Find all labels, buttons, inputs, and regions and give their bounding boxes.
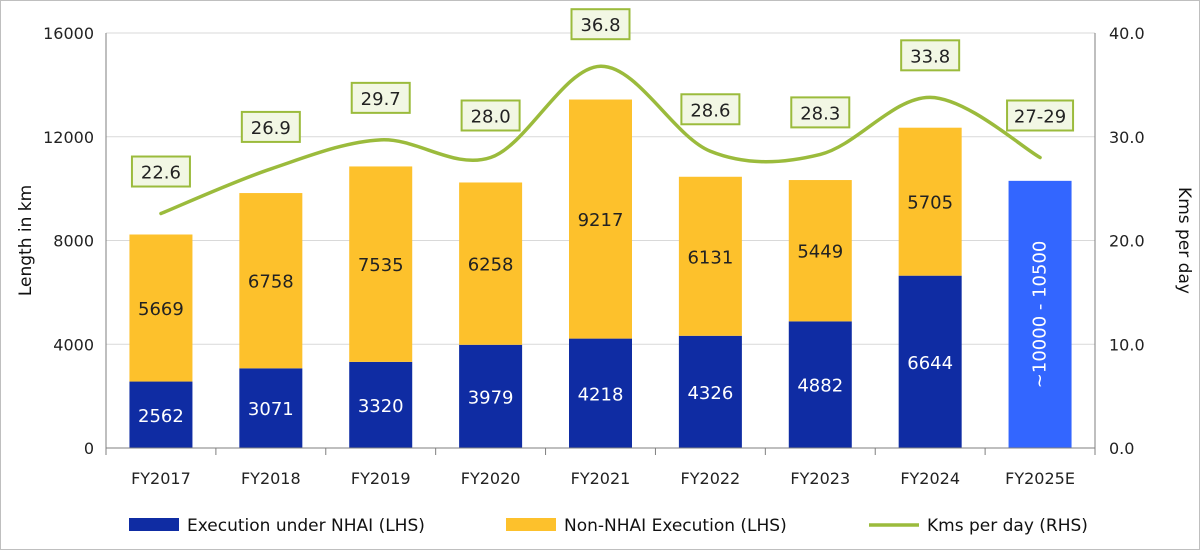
line-label-box xyxy=(460,99,521,132)
bar-non-nhai xyxy=(129,234,193,382)
line-label: 22.6 xyxy=(141,163,181,184)
bar-non-nhai xyxy=(788,180,852,322)
bar-label-estimate: ~10000 - 10500 xyxy=(1030,241,1051,389)
bar-label-non-nhai: 6758 xyxy=(248,272,294,293)
y2-tick-label: 10.0 xyxy=(1109,335,1145,354)
bar-non-nhai xyxy=(239,193,303,369)
line-kms-per-day xyxy=(159,64,1042,216)
x-tick-label: FY2022 xyxy=(681,469,741,488)
bar-nhai xyxy=(129,381,193,448)
y2-tick-label: 40.0 xyxy=(1109,24,1145,43)
y2-axis-title: Kms per day xyxy=(1174,187,1194,294)
bar-label-nhai: 4326 xyxy=(687,383,733,404)
x-tick-label: FY2025E xyxy=(1005,469,1075,488)
bar-label-nhai: 3320 xyxy=(358,396,404,417)
bar-nhai xyxy=(459,344,523,448)
line-label: 27-29 xyxy=(1014,107,1066,128)
legend-label: Kms per day (RHS) xyxy=(927,516,1088,536)
bar-non-nhai xyxy=(349,166,413,362)
bar-non-nhai xyxy=(459,182,523,345)
bar-non-nhai xyxy=(678,176,742,336)
line-label: 36.8 xyxy=(580,15,620,36)
x-tick-label: FY2017 xyxy=(131,469,191,488)
bar-label-non-nhai: 5669 xyxy=(138,299,184,320)
bar-label-nhai: 4218 xyxy=(578,384,624,405)
bar-nhai xyxy=(788,321,852,448)
line-series xyxy=(159,64,1042,216)
line-label: 26.9 xyxy=(251,118,291,139)
line-label: 29.7 xyxy=(361,89,401,110)
line-label-box xyxy=(680,93,741,126)
legend-item: Non-NHAI Execution (LHS) xyxy=(506,516,787,536)
y-tick-label: 16000 xyxy=(43,24,94,43)
bars xyxy=(129,99,1072,448)
x-tick-label: FY2021 xyxy=(571,469,631,488)
bar-nhai xyxy=(678,335,742,448)
y2-tick-label: 0.0 xyxy=(1109,439,1134,458)
y-tick-label: 12000 xyxy=(43,128,94,147)
line-label-box xyxy=(570,8,631,41)
line-label-box xyxy=(900,39,961,72)
legend-item: Execution under NHAI (LHS) xyxy=(129,516,425,536)
data-labels: 2562 5669 3071 6758 3320 7535 3979 6258 4218 9217… xyxy=(130,8,1075,427)
bar-nhai xyxy=(569,338,632,448)
line-label-box xyxy=(350,81,411,114)
legend-item: Kms per day (RHS) xyxy=(869,516,1088,536)
x-tick-label: FY2023 xyxy=(790,469,850,488)
bar-label-non-nhai: 5705 xyxy=(907,193,953,214)
y-tick-label: 4000 xyxy=(53,335,94,354)
bar-non-nhai xyxy=(569,99,632,339)
legend-label: Execution under NHAI (LHS) xyxy=(187,516,425,536)
bar-label-nhai: 3979 xyxy=(468,387,514,408)
bar-label-nhai: 2562 xyxy=(138,406,184,427)
x-tick-label: FY2024 xyxy=(900,469,960,488)
y-axis-title: Length in km xyxy=(16,185,36,296)
line-label-box xyxy=(130,155,191,188)
axes: 0 0.0 4000 10.0 8000 20.0 12000 30.0 16000 40.0 FY… xyxy=(43,24,1145,488)
legend-label: Non-NHAI Execution (LHS) xyxy=(564,516,787,536)
legend-swatch xyxy=(506,518,556,531)
bar-label-nhai: 3071 xyxy=(248,399,294,420)
bar-label-nhai: 4882 xyxy=(797,376,843,397)
line-label: 28.3 xyxy=(800,103,840,124)
x-tick-label: FY2019 xyxy=(351,469,411,488)
bar-label-non-nhai: 7535 xyxy=(358,255,404,276)
x-tick-label: FY2018 xyxy=(241,469,301,488)
legend: Execution under NHAI (LHS) Non-NHAI Execu… xyxy=(129,516,1088,536)
line-label: 28.6 xyxy=(690,100,730,121)
y2-tick-label: 20.0 xyxy=(1109,232,1145,251)
bar-label-non-nhai: 9217 xyxy=(578,210,624,231)
line-label: 33.8 xyxy=(910,46,950,67)
bar-nhai xyxy=(239,368,303,448)
bar-label-non-nhai: 6131 xyxy=(687,247,733,268)
x-tick-label: FY2020 xyxy=(461,469,521,488)
bar-label-non-nhai: 6258 xyxy=(468,255,514,276)
bar-nhai xyxy=(349,361,413,448)
bar-label-nhai: 6644 xyxy=(907,353,953,374)
bar-label-non-nhai: 5449 xyxy=(797,242,843,263)
legend-swatch xyxy=(129,518,179,531)
line-label: 28.0 xyxy=(471,107,511,128)
line-label-box xyxy=(1006,99,1075,132)
bar-estimate xyxy=(1008,180,1072,448)
bar-nhai xyxy=(898,275,962,448)
y-tick-label: 0 xyxy=(84,439,94,458)
y2-tick-label: 30.0 xyxy=(1109,128,1145,147)
y-tick-label: 8000 xyxy=(53,232,94,251)
line-label-box xyxy=(790,96,851,129)
bar-non-nhai xyxy=(898,127,962,276)
line-label-box xyxy=(240,110,301,143)
